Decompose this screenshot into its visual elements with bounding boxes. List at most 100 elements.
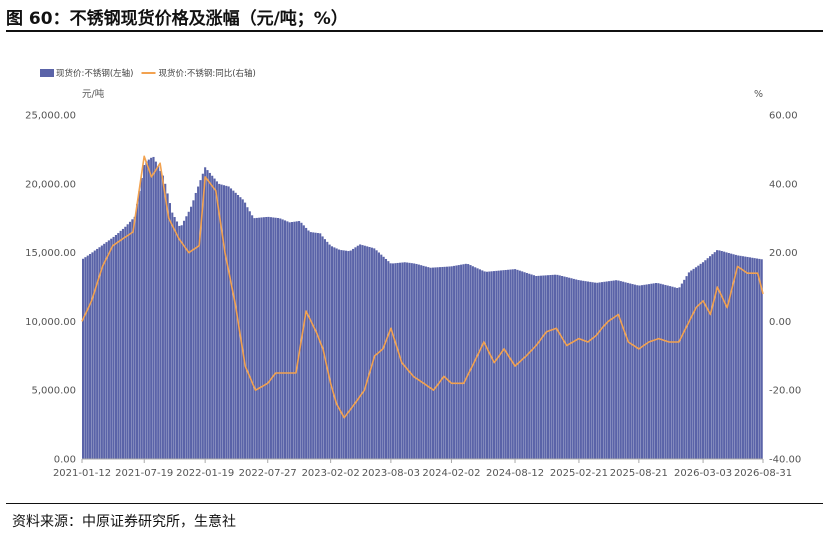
price-bar xyxy=(314,232,317,459)
price-bar xyxy=(133,216,136,459)
price-bar xyxy=(211,175,214,459)
price-bar xyxy=(575,279,578,459)
price-bar xyxy=(572,278,575,459)
price-bar xyxy=(140,177,143,459)
price-bar xyxy=(316,233,319,459)
x-tick-label: 2021-07-19 xyxy=(115,468,173,479)
price-bar xyxy=(490,271,493,459)
price-bar xyxy=(150,157,153,459)
price-bar xyxy=(600,282,604,459)
price-bar xyxy=(535,275,538,459)
price-bar xyxy=(295,221,298,459)
price-bar xyxy=(492,271,496,459)
price-bar xyxy=(685,276,688,459)
price-bar xyxy=(194,192,197,459)
right-tick-label: 0.00 xyxy=(769,317,791,328)
right-tick-label: 40.00 xyxy=(769,179,798,190)
price-bar xyxy=(556,274,559,459)
price-bar xyxy=(225,185,228,459)
price-bar xyxy=(453,265,456,459)
price-bar xyxy=(234,192,237,459)
legend-line-label: 现货价:不锈钢:同比(右轴) xyxy=(159,68,256,79)
price-bar xyxy=(424,266,427,459)
price-bar xyxy=(408,262,411,459)
price-bar xyxy=(178,225,181,459)
price-bar xyxy=(617,280,620,459)
price-bar xyxy=(495,270,498,459)
price-bar xyxy=(406,262,409,459)
price-bar xyxy=(269,217,272,459)
legend-bar-swatch xyxy=(40,69,54,77)
price-bar xyxy=(706,258,709,459)
price-bar xyxy=(380,254,383,459)
price-bar xyxy=(619,281,622,459)
x-tick-label: 2021-01-12 xyxy=(53,468,111,479)
price-bar xyxy=(126,224,129,459)
price-bar xyxy=(586,281,589,459)
axes: 0.00 5,000.00 10,000.00 15,000.00 20,000.00 2… xyxy=(25,111,801,480)
price-bar xyxy=(236,195,240,459)
price-bar xyxy=(190,206,193,459)
price-bar xyxy=(727,253,730,459)
price-bar xyxy=(399,262,402,459)
price-bar xyxy=(213,178,216,459)
price-bar xyxy=(258,217,261,459)
price-bar xyxy=(197,186,200,460)
price-bar xyxy=(488,271,491,459)
price-bar xyxy=(525,272,528,459)
price-bar xyxy=(598,282,601,459)
price-bar xyxy=(523,272,526,459)
price-bar xyxy=(276,218,280,459)
price-bar xyxy=(82,258,85,459)
price-bar xyxy=(161,175,164,459)
right-tick-label: 20.00 xyxy=(769,248,798,259)
left-tick-label: 20,000.00 xyxy=(25,179,76,190)
price-bar xyxy=(464,263,467,459)
price-bar xyxy=(441,266,444,459)
price-bar xyxy=(593,282,597,459)
price-bar xyxy=(507,269,510,459)
price-bar xyxy=(180,225,183,459)
price-bar xyxy=(220,184,223,459)
price-bar xyxy=(460,264,463,459)
price-bar xyxy=(262,217,265,459)
price-bar xyxy=(711,254,714,459)
right-tick-label: -40.00 xyxy=(769,455,801,466)
price-bar xyxy=(718,250,721,459)
price-bar xyxy=(394,263,397,459)
price-bar xyxy=(143,165,146,459)
price-bar xyxy=(112,236,115,459)
price-bar xyxy=(302,225,305,459)
price-bar xyxy=(610,280,613,459)
price-bar xyxy=(584,281,587,459)
price-bar xyxy=(443,266,446,459)
price-bar xyxy=(305,227,308,459)
yoy-line xyxy=(81,155,764,419)
price-bar xyxy=(387,261,390,459)
price-bar xyxy=(222,185,226,459)
price-bar xyxy=(629,283,632,459)
price-bar xyxy=(265,216,268,459)
price-bar xyxy=(582,280,585,459)
price-bar xyxy=(373,248,376,459)
price-bar xyxy=(699,263,702,459)
x-tick-label: 2023-08-03 xyxy=(362,468,420,479)
price-bar xyxy=(206,170,209,460)
price-bar xyxy=(138,190,141,460)
price-bar xyxy=(246,207,249,459)
source-note: 资料来源：中原证券研究所，生意社 xyxy=(12,514,236,530)
price-bar xyxy=(323,239,326,459)
price-bar xyxy=(626,282,629,459)
price-bar xyxy=(485,271,489,459)
price-bar xyxy=(345,250,348,459)
price-bar xyxy=(448,266,451,459)
price-bar xyxy=(420,265,423,459)
price-bar xyxy=(401,262,404,459)
price-bar xyxy=(333,247,336,459)
price-bar xyxy=(549,275,552,459)
price-bar xyxy=(107,240,110,459)
left-tick-label: 15,000.00 xyxy=(25,248,76,259)
price-bar xyxy=(86,255,89,459)
price-bar xyxy=(352,248,355,459)
price-bar xyxy=(403,262,406,459)
